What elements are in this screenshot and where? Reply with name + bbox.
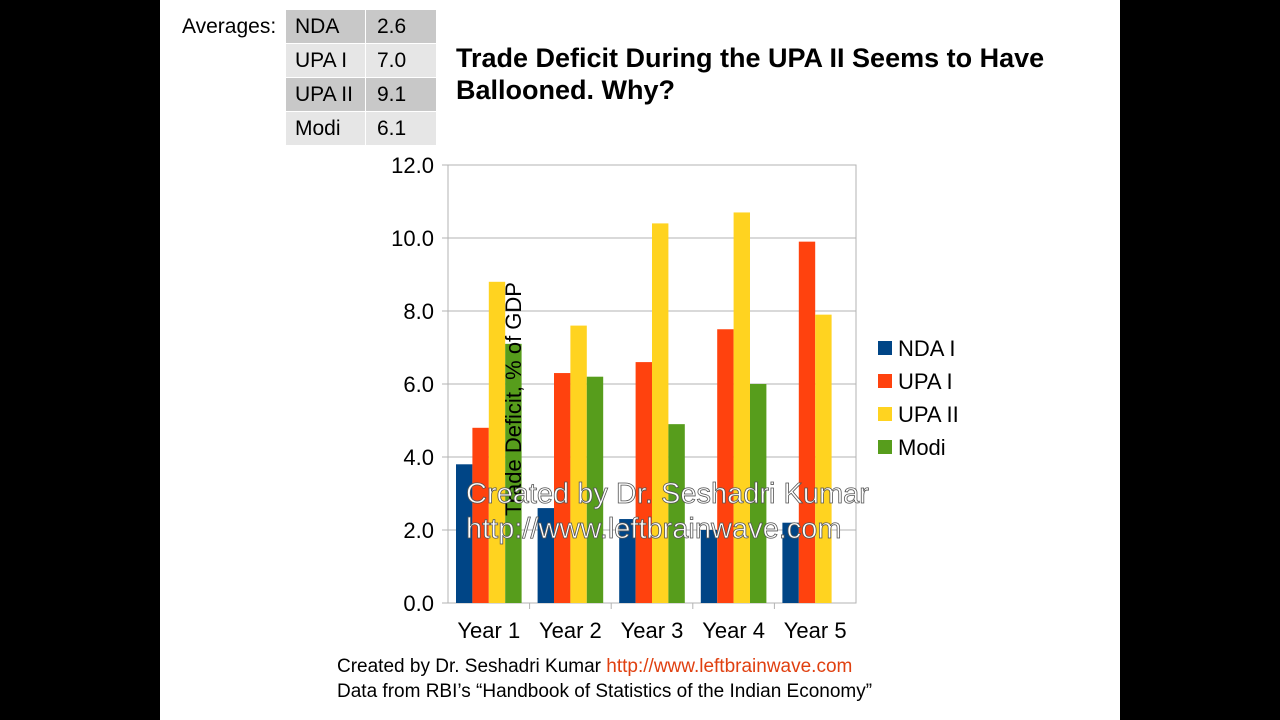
watermark-line-1: Created by Dr. Seshadri Kumar (466, 478, 869, 510)
legend-swatch (878, 374, 892, 388)
slide: Averages: NDA 2.6 UPA I 7.0 UPA II 9.1 M… (160, 0, 1120, 720)
x-tick-label: Year 2 (539, 618, 602, 643)
bar-modi (750, 384, 767, 603)
legend-label: UPA I (898, 369, 953, 394)
bar-upa-i (635, 362, 652, 603)
average-value: 7.0 (365, 43, 437, 78)
bar-upa-ii (733, 212, 750, 603)
table-row: Modi 6.1 (286, 111, 437, 146)
y-axis-label: Trade Deficit, % of GDP (501, 282, 526, 516)
footer-credit: Created by Dr. Seshadri Kumar http://www… (337, 656, 852, 678)
x-tick-label: Year 4 (702, 618, 765, 643)
footer-source: Data from RBI’s “Handbook of Statistics … (337, 681, 873, 702)
y-tick-label: 4.0 (403, 445, 434, 470)
bar-modi (668, 424, 685, 603)
y-tick-label: 2.0 (403, 518, 434, 543)
bar-chart: 0.0 2.0 4.0 6.0 8.0 10.0 12.0 Year 1 Year 2 Year … (391, 153, 959, 643)
averages-label: Averages: (182, 15, 277, 38)
footer-link[interactable]: http://www.leftbrainwave.com (606, 656, 853, 677)
x-tick-label: Year 3 (621, 618, 684, 643)
bar-upa-i (472, 427, 489, 603)
average-name: NDA (286, 10, 366, 44)
legend-label: NDA I (898, 336, 955, 361)
y-tick-label: 8.0 (403, 299, 434, 324)
bar-nda-i (537, 508, 554, 603)
bar-upa-ii (570, 325, 587, 603)
y-tick-label: 10.0 (391, 226, 434, 251)
table-row: UPA I 7.0 (286, 43, 437, 78)
bar-upa-i (798, 241, 816, 603)
legend-swatch (878, 440, 892, 454)
legend-label: Modi (898, 435, 946, 460)
average-value: 2.6 (365, 10, 437, 44)
bar-upa-i (717, 329, 734, 603)
bar-nda-i (700, 530, 718, 603)
footer-author: Created by Dr. Seshadri Kumar (337, 656, 602, 677)
bar-nda-i (619, 519, 636, 603)
bar-upa-ii (488, 281, 506, 603)
legend-swatch (878, 407, 892, 421)
legend-swatch (878, 341, 892, 355)
average-value: 6.1 (365, 111, 437, 146)
bar-upa-ii (652, 223, 669, 603)
chart-title: Trade Deficit During the UPA II Seems to… (456, 43, 1045, 105)
bar-upa-i (554, 373, 571, 603)
watermark: Created by Dr. Seshadri Kumar http://www… (466, 478, 870, 546)
legend-label: UPA II (898, 402, 959, 427)
bar-modi (505, 343, 522, 603)
table-row: NDA 2.6 (286, 10, 437, 44)
y-tick-label: 12.0 (391, 153, 434, 178)
bar-upa-ii (815, 314, 832, 603)
average-name: Modi (286, 111, 366, 146)
averages-table: NDA 2.6 UPA I 7.0 UPA II 9.1 Modi 6.1 (286, 10, 437, 146)
average-name: UPA II (286, 77, 366, 112)
y-tick-label: 0.0 (403, 591, 434, 616)
bar-nda-i (782, 522, 799, 603)
y-tick-label: 6.0 (403, 372, 434, 397)
x-tick-label: Year 1 (457, 618, 520, 643)
average-value: 9.1 (365, 77, 437, 112)
bar-nda-i (456, 464, 473, 603)
bar-modi (586, 376, 604, 603)
x-tick-label: Year 5 (784, 618, 847, 643)
table-row: UPA II 9.1 (286, 77, 437, 112)
watermark-line-2: http://www.leftbrainwave.com (466, 513, 842, 545)
average-name: UPA I (286, 43, 366, 78)
